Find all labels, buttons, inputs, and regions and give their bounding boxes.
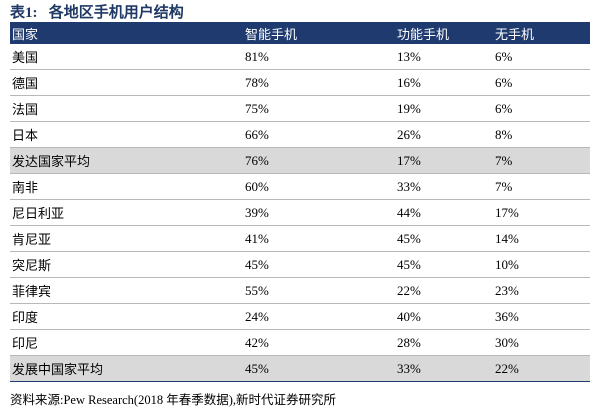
table-cell: 60%	[243, 173, 395, 200]
table-cell: 发展中国家平均	[10, 355, 243, 382]
table-cell: 45%	[395, 225, 493, 252]
table-row: 发达国家平均 76% 17% 7%	[10, 147, 590, 174]
table-cell: 22%	[493, 355, 590, 382]
table-cell: 印尼	[10, 329, 243, 356]
table-cell: 德国	[10, 69, 243, 96]
table-cell: 81%	[243, 44, 395, 70]
table-cell: 尼日利亚	[10, 199, 243, 226]
table-cell: 36%	[493, 303, 590, 330]
header-row: 国家 智能手机 功能手机 无手机	[10, 22, 590, 44]
table-cell: 26%	[395, 121, 493, 148]
header-cell: 功能手机	[395, 22, 493, 44]
table-cell: 19%	[395, 95, 493, 122]
table-cell: 41%	[243, 225, 395, 252]
table-body: 国家 智能手机 功能手机 无手机 美国 81% 13% 6% 德国 78% 16% 6% 法国 75% 19…	[10, 22, 590, 382]
table-row: 菲律宾 55% 22% 23%	[10, 277, 590, 304]
table-cell: 13%	[395, 44, 493, 70]
table-cell: 55%	[243, 277, 395, 304]
table-cell: 45%	[243, 355, 395, 382]
table-cell: 42%	[243, 329, 395, 356]
table-row: 尼日利亚 39% 44% 17%	[10, 199, 590, 226]
table-cell: 南非	[10, 173, 243, 200]
table-cell: 17%	[493, 199, 590, 226]
table-cell: 30%	[493, 329, 590, 356]
table-cell: 10%	[493, 251, 590, 278]
table-cell: 7%	[493, 173, 590, 200]
table-cell: 菲律宾	[10, 277, 243, 304]
header-cell: 国家	[10, 22, 243, 44]
table-cell: 肯尼亚	[10, 225, 243, 252]
table-cell: 78%	[243, 69, 395, 96]
table-cell: 22%	[395, 277, 493, 304]
table-title: 表1: 各地区手机用户结构	[10, 5, 184, 21]
table-cell: 75%	[243, 95, 395, 122]
table-row: 德国 78% 16% 6%	[10, 69, 590, 96]
table: 国家 智能手机 功能手机 无手机 美国 81% 13% 6% 德国 78% 16% 6% 法国 75% 19…	[10, 22, 590, 382]
table-row: 南非 60% 33% 7%	[10, 173, 590, 200]
table-row: 印尼 42% 28% 30%	[10, 329, 590, 356]
table-row: 肯尼亚 41% 45% 14%	[10, 225, 590, 252]
table-cell: 44%	[395, 199, 493, 226]
table-cell: 6%	[493, 95, 590, 122]
table-cell: 发达国家平均	[10, 147, 243, 174]
table-cell: 突尼斯	[10, 251, 243, 278]
table-cell: 8%	[493, 121, 590, 148]
table-cell: 45%	[395, 251, 493, 278]
table-cell: 66%	[243, 121, 395, 148]
table-cell: 45%	[243, 251, 395, 278]
table-row: 美国 81% 13% 6%	[10, 44, 590, 70]
table-cell: 法国	[10, 95, 243, 122]
table-cell: 7%	[493, 147, 590, 174]
table-row: 印度 24% 40% 36%	[10, 303, 590, 330]
table-cell: 美国	[10, 44, 243, 70]
table-cell: 33%	[395, 355, 493, 382]
table-cell: 17%	[395, 147, 493, 174]
table-cell: 40%	[395, 303, 493, 330]
table-cell: 6%	[493, 69, 590, 96]
table-row: 日本 66% 26% 8%	[10, 121, 590, 148]
table-row: 法国 75% 19% 6%	[10, 95, 590, 122]
table-cell: 6%	[493, 44, 590, 70]
table-cell: 14%	[493, 225, 590, 252]
source-note: 资料来源:Pew Research(2018 年春季数据),新时代证券研究所	[10, 393, 337, 407]
header-cell: 无手机	[493, 22, 590, 44]
table-row: 突尼斯 45% 45% 10%	[10, 251, 590, 278]
table-cell: 24%	[243, 303, 395, 330]
table-cell: 16%	[395, 69, 493, 96]
table-cell: 印度	[10, 303, 243, 330]
table-cell: 日本	[10, 121, 243, 148]
header-cell: 智能手机	[243, 22, 395, 44]
table-cell: 23%	[493, 277, 590, 304]
table-cell: 28%	[395, 329, 493, 356]
table-row: 发展中国家平均 45% 33% 22%	[10, 355, 590, 382]
table-cell: 76%	[243, 147, 395, 174]
table-cell: 39%	[243, 199, 395, 226]
table-cell: 33%	[395, 173, 493, 200]
